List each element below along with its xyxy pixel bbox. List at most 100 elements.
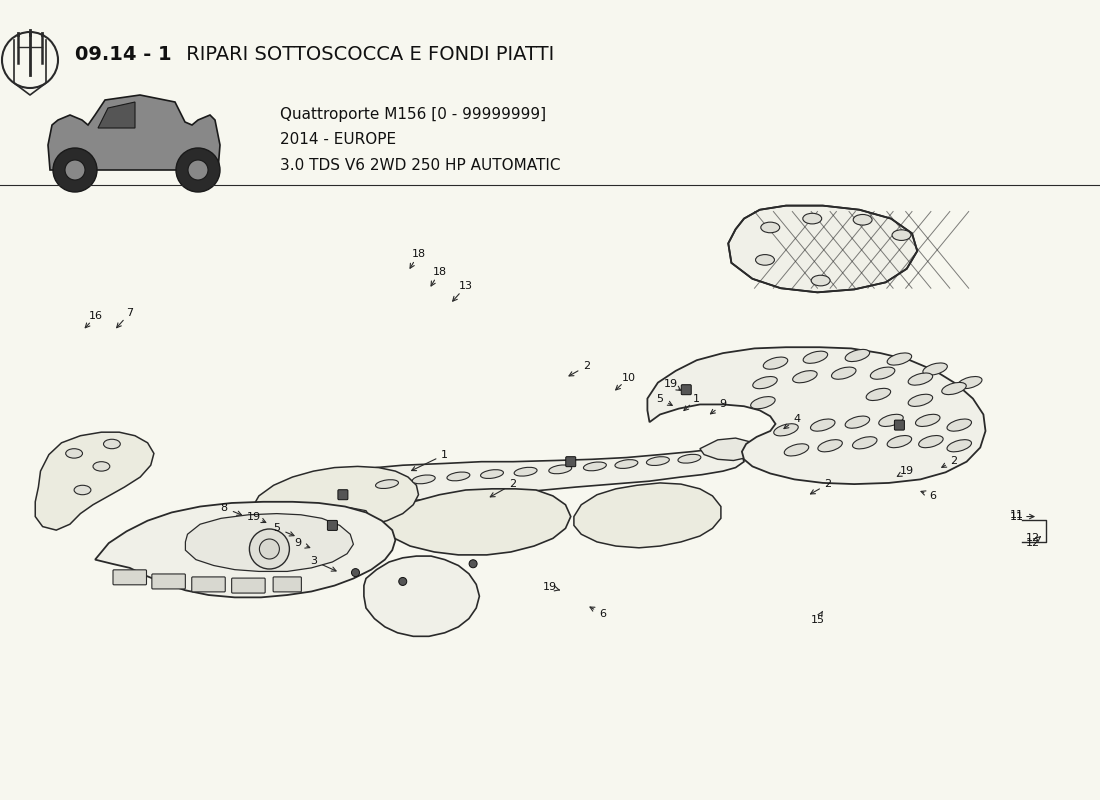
- Text: 19: 19: [246, 511, 261, 522]
- Ellipse shape: [811, 275, 830, 286]
- Text: 2: 2: [824, 479, 832, 489]
- Ellipse shape: [845, 350, 870, 362]
- Text: 15: 15: [811, 614, 825, 625]
- Ellipse shape: [852, 437, 877, 449]
- Text: 9: 9: [719, 399, 727, 410]
- Ellipse shape: [888, 353, 912, 365]
- FancyBboxPatch shape: [681, 385, 691, 394]
- Circle shape: [260, 539, 279, 559]
- Ellipse shape: [375, 480, 398, 489]
- Polygon shape: [98, 102, 135, 128]
- Text: 3: 3: [310, 556, 317, 566]
- Ellipse shape: [514, 467, 537, 476]
- Ellipse shape: [870, 367, 894, 379]
- Polygon shape: [574, 483, 720, 548]
- Text: 16: 16: [89, 311, 103, 321]
- Ellipse shape: [832, 367, 856, 379]
- Text: Quattroporte M156 [0 - 99999999]: Quattroporte M156 [0 - 99999999]: [280, 107, 546, 122]
- Ellipse shape: [752, 377, 778, 389]
- Ellipse shape: [615, 460, 638, 469]
- Ellipse shape: [957, 377, 982, 389]
- Ellipse shape: [549, 465, 572, 474]
- Ellipse shape: [879, 414, 903, 426]
- Polygon shape: [700, 438, 755, 461]
- Text: 2: 2: [950, 455, 958, 466]
- FancyBboxPatch shape: [191, 577, 225, 592]
- Text: 12: 12: [1025, 534, 1040, 543]
- Ellipse shape: [818, 440, 843, 452]
- Polygon shape: [311, 508, 372, 533]
- Circle shape: [65, 160, 85, 180]
- Polygon shape: [306, 449, 744, 533]
- Text: 18: 18: [432, 266, 447, 277]
- Ellipse shape: [761, 222, 780, 233]
- Polygon shape: [376, 489, 571, 555]
- Ellipse shape: [803, 214, 822, 224]
- Polygon shape: [186, 514, 353, 571]
- Text: 18: 18: [411, 249, 426, 259]
- Polygon shape: [251, 466, 418, 528]
- Text: 2014 - EUROPE: 2014 - EUROPE: [280, 133, 396, 147]
- Ellipse shape: [845, 416, 870, 428]
- Text: 8: 8: [221, 502, 228, 513]
- Circle shape: [176, 148, 220, 192]
- Ellipse shape: [915, 414, 940, 426]
- Polygon shape: [95, 502, 395, 598]
- Ellipse shape: [773, 424, 799, 436]
- Text: 12: 12: [1025, 538, 1040, 548]
- Ellipse shape: [909, 373, 933, 385]
- FancyBboxPatch shape: [338, 490, 348, 500]
- Ellipse shape: [803, 351, 827, 363]
- Text: 6: 6: [930, 491, 936, 501]
- Ellipse shape: [756, 254, 774, 266]
- FancyBboxPatch shape: [328, 521, 338, 530]
- Ellipse shape: [66, 449, 82, 458]
- Ellipse shape: [923, 363, 947, 375]
- Ellipse shape: [678, 454, 701, 463]
- Polygon shape: [728, 206, 917, 292]
- Ellipse shape: [892, 230, 911, 241]
- Ellipse shape: [763, 357, 788, 370]
- Ellipse shape: [647, 457, 670, 466]
- Polygon shape: [48, 95, 220, 170]
- FancyBboxPatch shape: [894, 420, 904, 430]
- Text: 7: 7: [126, 308, 133, 318]
- Text: 11: 11: [1010, 511, 1024, 522]
- Polygon shape: [35, 432, 154, 530]
- Circle shape: [53, 148, 97, 192]
- Ellipse shape: [74, 486, 91, 494]
- Ellipse shape: [866, 388, 891, 401]
- Ellipse shape: [947, 419, 971, 431]
- Text: 1: 1: [693, 394, 701, 403]
- Text: 2: 2: [509, 479, 517, 489]
- Circle shape: [188, 160, 208, 180]
- Ellipse shape: [918, 435, 943, 448]
- Text: 10: 10: [621, 373, 636, 383]
- Ellipse shape: [888, 435, 912, 448]
- FancyBboxPatch shape: [273, 577, 301, 592]
- Ellipse shape: [750, 397, 776, 409]
- Text: 13: 13: [459, 282, 473, 291]
- Ellipse shape: [784, 444, 808, 456]
- Ellipse shape: [447, 472, 470, 481]
- Circle shape: [469, 560, 477, 568]
- Ellipse shape: [909, 394, 933, 406]
- Text: 19: 19: [542, 582, 557, 592]
- Ellipse shape: [103, 439, 120, 449]
- FancyBboxPatch shape: [113, 570, 146, 585]
- Text: 2: 2: [583, 361, 590, 371]
- FancyBboxPatch shape: [152, 574, 185, 589]
- Circle shape: [352, 569, 360, 577]
- Polygon shape: [648, 347, 986, 484]
- Ellipse shape: [811, 419, 835, 431]
- FancyBboxPatch shape: [232, 578, 265, 593]
- Ellipse shape: [481, 470, 504, 478]
- Ellipse shape: [583, 462, 606, 470]
- Polygon shape: [364, 556, 480, 636]
- Text: 3.0 TDS V6 2WD 250 HP AUTOMATIC: 3.0 TDS V6 2WD 250 HP AUTOMATIC: [280, 158, 561, 173]
- Text: 5: 5: [657, 394, 663, 403]
- Ellipse shape: [412, 475, 436, 484]
- Ellipse shape: [947, 440, 971, 452]
- Ellipse shape: [854, 214, 872, 225]
- Circle shape: [250, 529, 289, 569]
